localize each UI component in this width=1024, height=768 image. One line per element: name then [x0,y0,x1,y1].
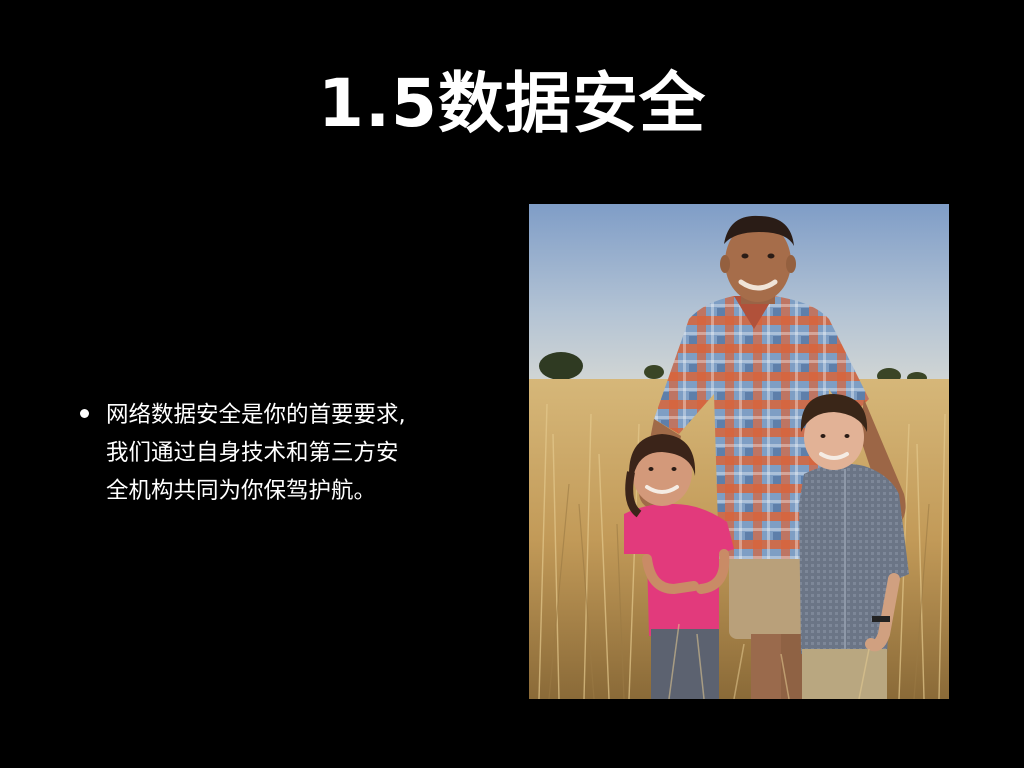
bullet-line-3: 全机构共同为你保驾护航。 [106,478,377,504]
family-photo [529,204,949,699]
bullet-text: 网络数据安全是你的首要要求, 我们通过自身技术和第三方安 全机构共同为你保驾护航… [106,396,478,510]
bullet-dot-icon [80,409,89,418]
bullet-line-2: 我们通过自身技术和第三方安 [106,440,399,466]
bullet-line-1: 网络数据安全是你的首要要求, [106,402,406,428]
slide-title: 1.5数据安全 [318,65,706,142]
